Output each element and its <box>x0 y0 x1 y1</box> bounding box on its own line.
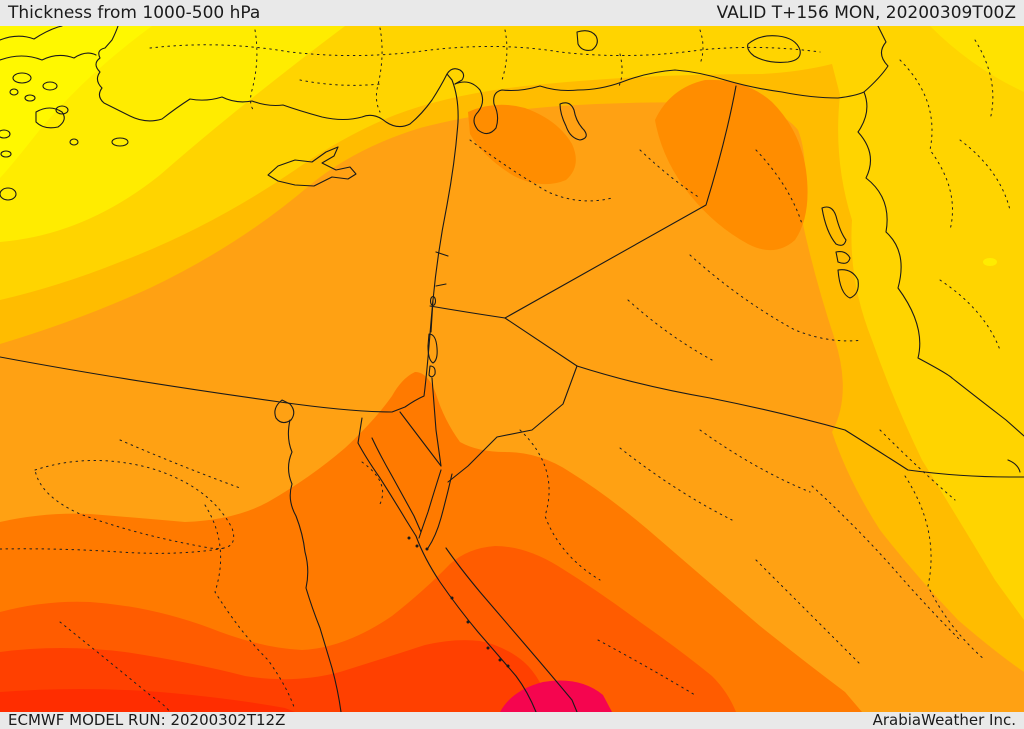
island-lesbos <box>35 107 65 129</box>
thickness-band-bright-yellow <box>0 26 152 178</box>
thickness-blob-deep-orange-nsyria <box>468 104 576 185</box>
border-iraq-saudi-kuwait <box>576 365 1024 478</box>
lake-tuz <box>576 30 598 51</box>
island-rhodes <box>111 137 129 147</box>
island <box>0 129 11 139</box>
island <box>24 94 36 102</box>
model-run-label: ECMWF MODEL RUN: 20200302T12Z <box>8 711 286 729</box>
valid-time-label: VALID T+156 MON, 20200309T00Z <box>716 2 1016 23</box>
red-sea-islands <box>407 536 510 668</box>
gulf-of-aqaba-east <box>427 473 453 549</box>
island <box>55 105 69 115</box>
gulf-of-aqaba-west <box>418 469 442 539</box>
lake-dead-sea-north <box>427 333 438 364</box>
border-arava-valley <box>431 377 442 467</box>
country-borders <box>399 26 1024 483</box>
border-syria-iraq <box>504 85 737 319</box>
lakes <box>427 30 859 378</box>
lake-habbaniyah <box>835 251 851 264</box>
island <box>0 187 17 201</box>
lake-tharthar <box>821 206 847 246</box>
border-turkey-syria <box>454 69 865 135</box>
island <box>42 81 58 91</box>
lake-van <box>747 35 801 63</box>
gulf-of-suez-west <box>357 442 417 537</box>
lake-ataturk-reservoir <box>559 102 587 141</box>
map-area <box>0 26 1024 712</box>
thickness-blob-crimson <box>500 680 612 712</box>
island <box>9 88 19 96</box>
suez-canal <box>357 417 363 444</box>
lake-dead-sea-south <box>428 365 436 378</box>
lake-galilee <box>429 295 437 307</box>
island-cyprus <box>267 146 357 187</box>
border-jordan-iraq <box>504 317 578 367</box>
admin-boundaries <box>0 27 1011 712</box>
border-lebanon <box>435 251 449 287</box>
thickness-speck-yellow <box>983 258 997 266</box>
coast-marmara-south <box>0 52 97 61</box>
border-jordan-saudi <box>447 365 578 483</box>
border-israel-egypt <box>399 411 442 467</box>
thickness-band-red <box>0 689 295 712</box>
red-sea-west-coast <box>415 535 537 712</box>
red-sea-east-coast <box>445 547 578 712</box>
gulf-of-suez-east <box>371 437 422 533</box>
border-syria-jordan <box>429 305 506 319</box>
island <box>0 150 12 158</box>
coast-persian-gulf <box>951 377 1024 437</box>
red-sea-and-nile <box>274 399 578 712</box>
weather-map <box>0 26 1024 712</box>
nile-fayum-loop <box>274 399 295 424</box>
coast-hatay-notch <box>446 68 465 85</box>
island <box>12 72 32 84</box>
header-bar: Thickness from 1000-500 hPa VALID T+156 … <box>0 0 1024 26</box>
coast-marmara-north <box>0 26 63 41</box>
aegean-islands <box>0 72 357 201</box>
footer-bar: ECMWF MODEL RUN: 20200302T12Z ArabiaWeat… <box>0 712 1024 729</box>
coast-levant-egypt-turkey <box>0 26 459 413</box>
page-title: Thickness from 1000-500 hPa <box>8 2 261 23</box>
lake-razzaza <box>837 269 859 299</box>
border-turkey-iran-iraq <box>857 26 953 379</box>
coast-kuwait-bay <box>1007 459 1021 473</box>
brand-label: ArabiaWeather Inc. <box>872 711 1016 729</box>
coastlines <box>0 26 1024 473</box>
island <box>69 138 79 146</box>
thickness-blob-deep-orange-nesyria <box>655 79 808 251</box>
river-nile <box>287 419 342 712</box>
thickness-band-pale-gold-ne <box>930 26 1024 92</box>
